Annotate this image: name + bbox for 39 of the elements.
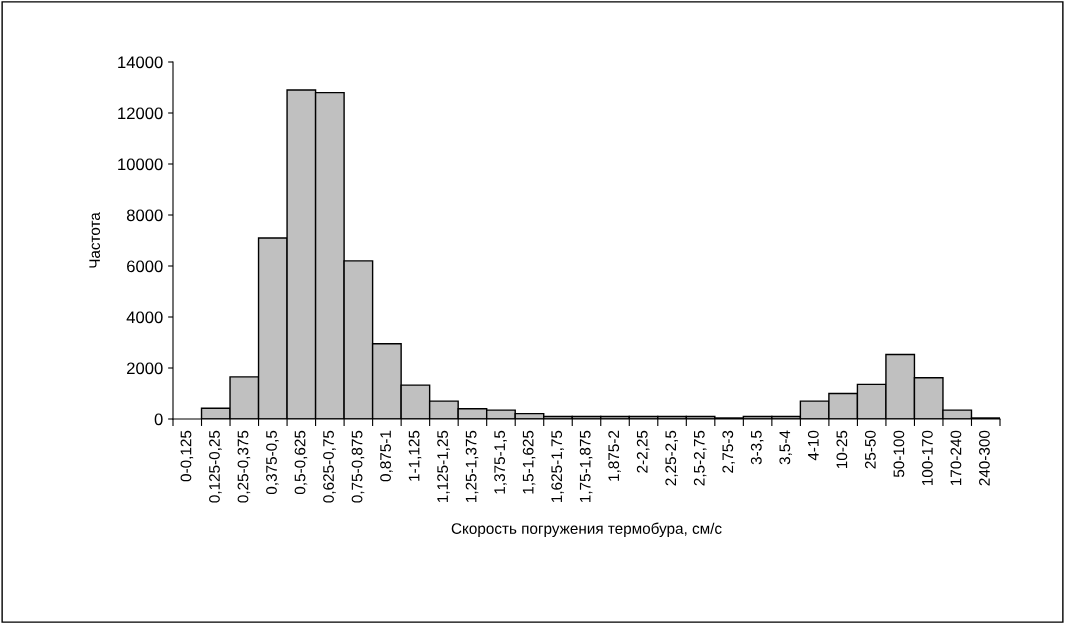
- y-tick-label: 4000: [126, 311, 163, 324]
- x-tick-label: 4-10: [807, 430, 819, 461]
- x-axis-title: Скорость погружения термобура, см/с: [451, 522, 722, 537]
- x-tick-label: 1,875-2: [608, 430, 621, 481]
- x-tick-label: 50-100: [893, 430, 905, 478]
- y-tick-label: 14000: [118, 56, 163, 69]
- x-tick-label: 0,75-0,875: [351, 430, 365, 503]
- y-axis-title: Частота: [89, 212, 101, 268]
- x-tick-label: 2,25-2,5: [665, 430, 678, 486]
- x-tick-label: 100-170: [921, 430, 933, 486]
- x-tick-label: 1,625-1,75: [551, 430, 564, 502]
- x-tick-label: 1,25-1,375: [465, 430, 479, 502]
- x-tick-label: 0-0,125: [180, 430, 194, 482]
- x-tick-label: 1,5-1,625: [522, 430, 536, 494]
- x-tick-label: 1-1,125: [408, 430, 422, 481]
- x-tick-label: 2,5-2,75: [693, 430, 707, 486]
- x-tick-label: 1,125-1,25: [437, 430, 450, 502]
- x-tick-label: 3-3,5: [750, 430, 764, 465]
- y-tick-label: 10000: [118, 158, 163, 171]
- x-tick-label: 0,5-0,625: [294, 430, 308, 495]
- x-tick-label: 170-240: [950, 430, 962, 486]
- x-tick-label: 1,375-1,5: [494, 430, 507, 494]
- x-tick-label: 3,5-4: [779, 430, 793, 465]
- x-tick-label: 2-2,25: [636, 430, 650, 473]
- x-tick-label: 10-25: [836, 430, 848, 469]
- x-tick-label: 25-50: [864, 430, 876, 469]
- x-tick-label: 0,125-0,25: [209, 430, 222, 503]
- x-tick-label: 1,75-1,875: [579, 430, 593, 502]
- y-tick-label: 2000: [127, 362, 163, 375]
- x-tick-label: 0,625-0,75: [323, 430, 336, 503]
- x-tick-label: 0,875-1: [380, 430, 393, 482]
- x-tick-label: 2,75-3: [722, 430, 735, 473]
- y-tick-label: 12000: [118, 107, 163, 120]
- y-tick-label: 8000: [126, 209, 163, 222]
- x-tick-label: 240-300: [979, 430, 990, 486]
- x-tick-label: 0,375-0,5: [266, 430, 279, 495]
- x-tick-label: 0,25-0,375: [237, 430, 251, 503]
- y-tick-label: 0: [154, 413, 163, 426]
- y-tick-label: 6000: [127, 260, 163, 273]
